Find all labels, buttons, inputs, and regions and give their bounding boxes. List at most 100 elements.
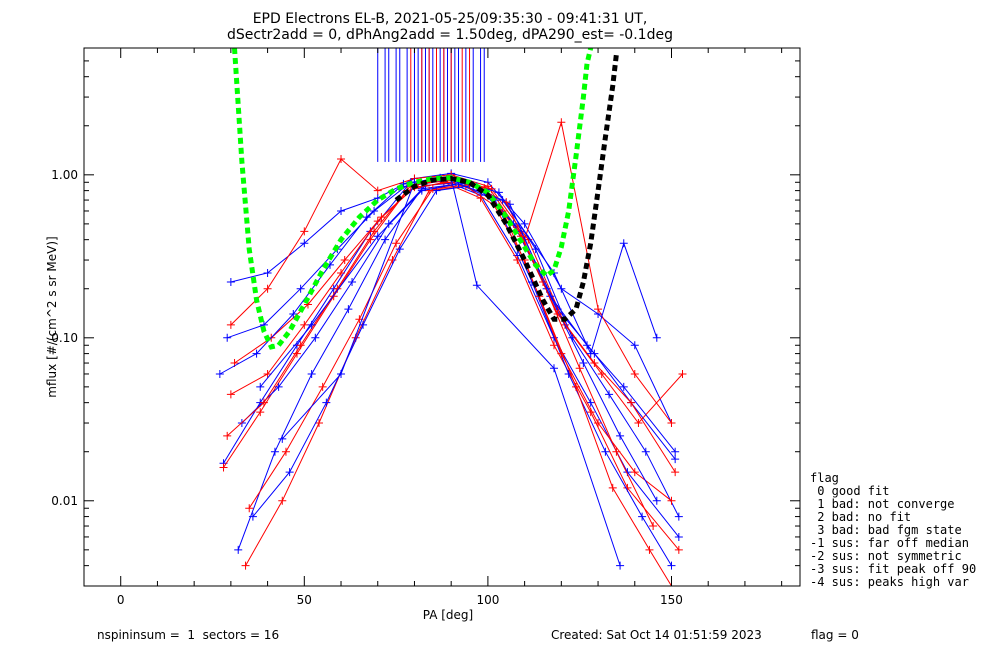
data-point-marker bbox=[652, 496, 661, 505]
data-point-marker bbox=[608, 483, 617, 492]
axis-layer: 0 50 100 150 0.01 0.10 1.00 bbox=[51, 47, 800, 607]
data-point-marker bbox=[630, 341, 639, 350]
footer-created: Created: Sat Oct 14 01:51:59 2023 bbox=[551, 628, 762, 642]
data-point-marker bbox=[498, 196, 507, 205]
data-point-marker bbox=[487, 184, 496, 193]
data-point-marker bbox=[344, 305, 353, 314]
data-point-marker bbox=[263, 284, 272, 293]
legend-entry: 3 bad: bad fgm state bbox=[810, 523, 962, 537]
footer-sector-info: nspininsum = 1 sectors = 16 bbox=[97, 628, 279, 642]
x-tick-label: 150 bbox=[660, 593, 683, 607]
data-point-marker bbox=[215, 369, 224, 378]
data-point-marker bbox=[281, 447, 290, 456]
data-point-marker bbox=[307, 320, 316, 329]
data-point-marker bbox=[322, 398, 331, 407]
data-point-marker bbox=[300, 320, 309, 329]
data-point-marker bbox=[278, 496, 287, 505]
data-point-marker bbox=[395, 245, 404, 254]
data-point-marker bbox=[671, 447, 680, 456]
data-point-marker bbox=[594, 305, 603, 314]
data-point-marker bbox=[337, 206, 346, 215]
legend-entry: -4 sus: peaks high var bbox=[810, 575, 969, 589]
data-point-marker bbox=[373, 232, 382, 241]
data-point-marker bbox=[586, 349, 595, 358]
data-point-marker bbox=[252, 349, 261, 358]
data-point-marker bbox=[678, 369, 687, 378]
data-point-marker bbox=[645, 545, 654, 554]
data-point-marker bbox=[370, 227, 379, 236]
data-point-marker bbox=[549, 341, 558, 350]
legend-entry: 1 bad: not converge bbox=[810, 497, 955, 511]
x-tick-label: 0 bbox=[117, 593, 125, 607]
x-axis-label: PA [deg] bbox=[423, 608, 473, 622]
y-axis-label: mflux [#/(cm^2 s sr MeV)] bbox=[45, 236, 59, 397]
data-point-marker bbox=[553, 309, 562, 318]
data-point-marker bbox=[318, 382, 327, 391]
data-point-marker bbox=[605, 390, 614, 399]
data-point-marker bbox=[296, 341, 305, 350]
data-point-marker bbox=[671, 455, 680, 464]
data-point-marker bbox=[256, 382, 265, 391]
data-point-marker bbox=[388, 256, 397, 265]
data-point-marker bbox=[359, 320, 368, 329]
data-point-marker bbox=[373, 217, 382, 226]
data-point-marker bbox=[381, 235, 390, 244]
data-point-marker bbox=[601, 447, 610, 456]
series-line bbox=[248, 184, 654, 527]
spike-layer bbox=[377, 48, 485, 162]
data-point-marker bbox=[671, 468, 680, 477]
data-point-marker bbox=[630, 468, 639, 477]
data-point-marker bbox=[362, 213, 371, 222]
data-point-marker bbox=[337, 369, 346, 378]
data-point-marker bbox=[259, 398, 268, 407]
data-point-marker bbox=[564, 369, 573, 378]
data-point-marker bbox=[263, 268, 272, 277]
data-point-marker bbox=[649, 522, 658, 531]
data-point-marker bbox=[638, 512, 647, 521]
data-point-marker bbox=[278, 434, 287, 443]
data-point-marker bbox=[674, 512, 683, 521]
data-point-marker bbox=[226, 277, 235, 286]
legend-title: flag bbox=[810, 471, 839, 485]
data-point-marker bbox=[307, 369, 316, 378]
data-point-marker bbox=[667, 419, 676, 428]
data-point-marker bbox=[494, 188, 503, 197]
data-point-marker bbox=[263, 369, 272, 378]
data-point-marker bbox=[300, 239, 309, 248]
data-point-marker bbox=[256, 408, 265, 417]
data-point-marker bbox=[248, 512, 257, 521]
data-point-marker bbox=[575, 364, 584, 373]
data-point-marker bbox=[641, 447, 650, 456]
x-tick-label: 50 bbox=[297, 593, 312, 607]
data-point-marker bbox=[333, 284, 342, 293]
flag-legend: flag 0 good fit 1 bad: not converge 2 ba… bbox=[810, 471, 976, 589]
title-line-1: EPD Electrons EL-B, 2021-05-25/09:35:30 … bbox=[253, 11, 648, 27]
data-point-marker bbox=[234, 545, 243, 554]
data-point-marker bbox=[513, 256, 522, 265]
data-point-marker bbox=[619, 382, 628, 391]
data-point-marker bbox=[586, 398, 595, 407]
data-point-marker bbox=[384, 219, 393, 228]
data-point-marker bbox=[223, 431, 232, 440]
data-point-marker bbox=[627, 398, 636, 407]
data-point-marker bbox=[296, 284, 305, 293]
fit-layer bbox=[232, 48, 619, 350]
y-tick-label: 0.01 bbox=[51, 494, 78, 508]
data-point-marker bbox=[667, 561, 676, 570]
data-point-marker bbox=[289, 309, 298, 318]
y-tick-label: 1.00 bbox=[51, 168, 78, 182]
data-point-marker bbox=[226, 320, 235, 329]
data-point-marker bbox=[270, 447, 279, 456]
data-point-marker bbox=[674, 545, 683, 554]
data-point-marker bbox=[219, 463, 228, 472]
data-point-marker bbox=[616, 561, 625, 570]
plot-area bbox=[215, 48, 687, 586]
data-point-marker bbox=[348, 277, 357, 286]
data-point-marker bbox=[594, 419, 603, 428]
title-line-2: dSectr2add = 0, dPhAng2add = 1.50deg, dP… bbox=[227, 27, 673, 43]
data-point-marker bbox=[472, 281, 481, 290]
data-point-marker bbox=[392, 239, 401, 248]
data-point-marker bbox=[274, 382, 283, 391]
